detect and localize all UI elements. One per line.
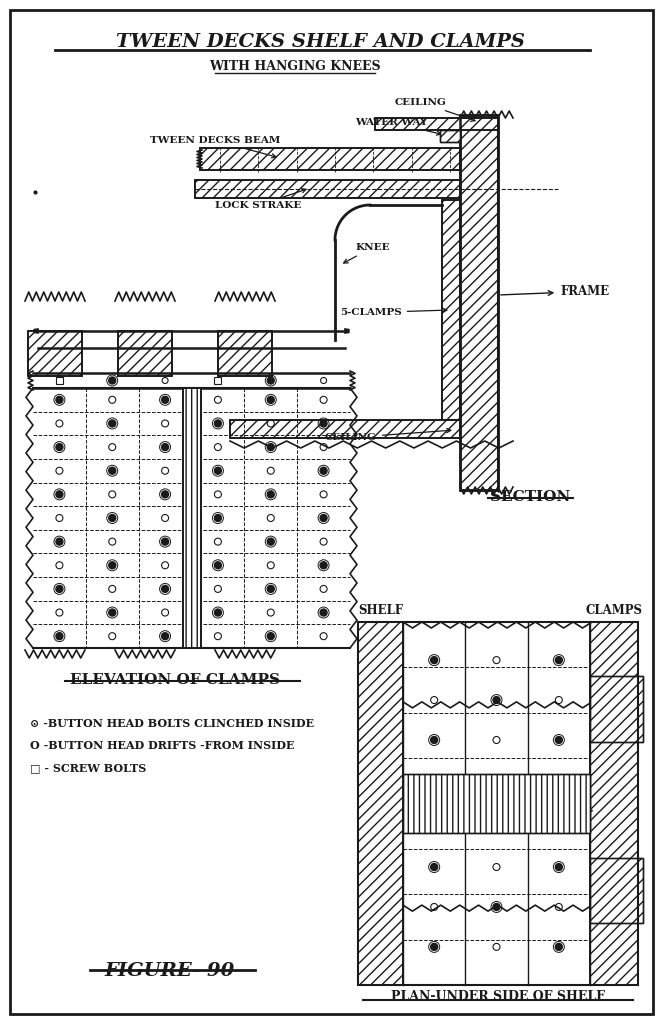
Text: SECTION: SECTION: [490, 490, 570, 504]
Circle shape: [214, 514, 221, 521]
Bar: [358, 622, 403, 985]
Circle shape: [109, 377, 116, 384]
Circle shape: [267, 396, 274, 403]
Bar: [182, 388, 200, 648]
Circle shape: [320, 420, 327, 427]
Circle shape: [267, 539, 274, 545]
Circle shape: [162, 633, 168, 640]
Text: □ - SCREW BOLTS: □ - SCREW BOLTS: [30, 762, 147, 773]
Circle shape: [214, 562, 221, 568]
Bar: [358, 622, 638, 985]
Circle shape: [214, 609, 221, 616]
Bar: [218, 331, 272, 376]
Bar: [195, 180, 460, 198]
Circle shape: [556, 863, 562, 870]
Bar: [56, 377, 63, 384]
Text: TWEEN DECKS BEAM: TWEEN DECKS BEAM: [150, 136, 280, 158]
Circle shape: [162, 490, 168, 498]
Bar: [440, 130, 460, 142]
Text: CEILING: CEILING: [395, 98, 475, 121]
Circle shape: [56, 633, 63, 640]
Text: PLAN-UNDER SIDE OF SHELF: PLAN-UNDER SIDE OF SHELF: [391, 990, 605, 1002]
Bar: [590, 622, 638, 985]
Bar: [200, 148, 460, 170]
Bar: [403, 774, 590, 833]
Circle shape: [109, 514, 116, 521]
Text: SHELF: SHELF: [358, 604, 403, 617]
Circle shape: [162, 539, 168, 545]
Text: CLAMPS: CLAMPS: [585, 604, 642, 617]
Bar: [118, 331, 172, 376]
Circle shape: [56, 443, 63, 451]
Circle shape: [431, 943, 438, 950]
Bar: [195, 180, 460, 198]
Bar: [375, 118, 498, 130]
Circle shape: [431, 863, 438, 870]
Text: TWEEN DECKS SHELF AND CLAMPS: TWEEN DECKS SHELF AND CLAMPS: [115, 33, 524, 51]
Text: ELEVATION OF CLAMPS: ELEVATION OF CLAMPS: [70, 673, 280, 687]
Circle shape: [493, 696, 500, 703]
Bar: [403, 774, 590, 833]
Bar: [590, 622, 638, 985]
Circle shape: [162, 586, 168, 593]
Bar: [590, 677, 643, 741]
Text: WITH HANGING KNEES: WITH HANGING KNEES: [210, 59, 381, 73]
Text: KNEE: KNEE: [343, 243, 390, 263]
Bar: [590, 858, 643, 924]
Circle shape: [267, 633, 274, 640]
Text: 5-CLAMPS: 5-CLAMPS: [340, 308, 447, 317]
Bar: [460, 115, 498, 490]
Circle shape: [320, 514, 327, 521]
Circle shape: [214, 420, 221, 427]
Bar: [440, 130, 460, 142]
Circle shape: [109, 609, 116, 616]
Circle shape: [162, 396, 168, 403]
Circle shape: [320, 609, 327, 616]
Bar: [118, 331, 172, 376]
Text: FRAME: FRAME: [501, 285, 609, 298]
Circle shape: [267, 377, 274, 384]
Bar: [460, 115, 498, 490]
Circle shape: [56, 490, 63, 498]
Circle shape: [267, 586, 274, 593]
Bar: [442, 200, 460, 420]
Circle shape: [556, 943, 562, 950]
Text: LOCK STRAKE: LOCK STRAKE: [215, 188, 306, 210]
Bar: [28, 331, 82, 376]
Text: O -BUTTON HEAD DRIFTS -FROM INSIDE: O -BUTTON HEAD DRIFTS -FROM INSIDE: [30, 740, 294, 751]
Circle shape: [320, 562, 327, 568]
Bar: [214, 377, 221, 384]
Bar: [358, 622, 403, 985]
Circle shape: [431, 656, 438, 664]
Bar: [182, 388, 200, 648]
Bar: [230, 420, 460, 438]
Bar: [28, 331, 82, 376]
Circle shape: [320, 467, 327, 474]
Circle shape: [267, 443, 274, 451]
Circle shape: [556, 656, 562, 664]
Circle shape: [214, 467, 221, 474]
Circle shape: [56, 539, 63, 545]
Circle shape: [56, 586, 63, 593]
Text: WATER WAY: WATER WAY: [355, 118, 441, 135]
Circle shape: [431, 736, 438, 743]
Bar: [590, 858, 643, 924]
Bar: [230, 420, 460, 438]
Text: CEILING: CEILING: [325, 428, 451, 442]
Bar: [375, 118, 498, 130]
Bar: [590, 677, 643, 741]
Text: FIGURE- 90: FIGURE- 90: [105, 962, 235, 980]
Circle shape: [109, 467, 116, 474]
Circle shape: [556, 736, 562, 743]
Text: ⊙ -BUTTON HEAD BOLTS CLINCHED INSIDE: ⊙ -BUTTON HEAD BOLTS CLINCHED INSIDE: [30, 718, 314, 729]
Bar: [442, 200, 460, 420]
Circle shape: [267, 490, 274, 498]
Circle shape: [162, 443, 168, 451]
Circle shape: [56, 396, 63, 403]
Bar: [200, 148, 460, 170]
Circle shape: [493, 903, 500, 910]
Circle shape: [109, 420, 116, 427]
Circle shape: [109, 562, 116, 568]
Bar: [218, 331, 272, 376]
